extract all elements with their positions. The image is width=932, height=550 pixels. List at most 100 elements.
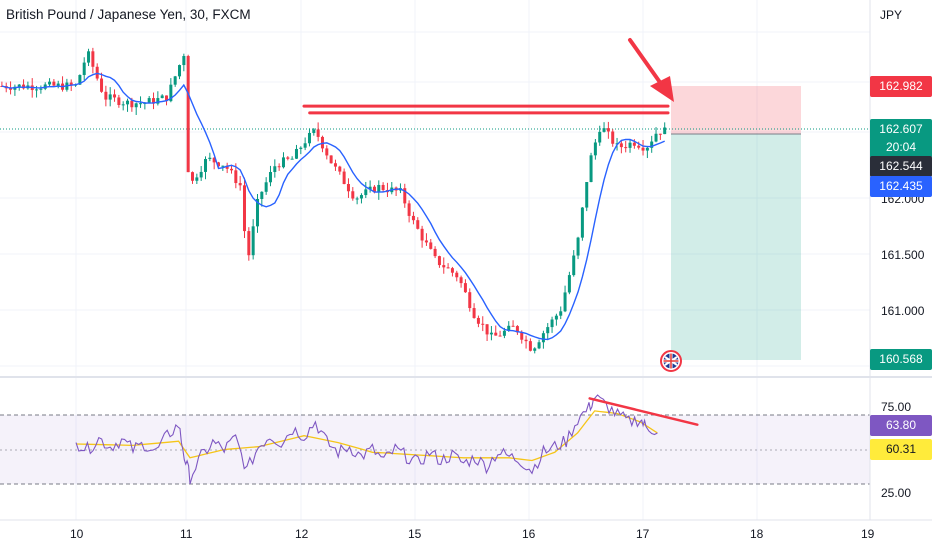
candle-body <box>221 165 225 167</box>
candle-body <box>69 82 73 86</box>
candle-body <box>48 81 52 85</box>
candle-body <box>494 332 498 336</box>
candle-body <box>450 268 454 273</box>
candle-body <box>437 256 441 266</box>
rsi-line <box>75 394 658 485</box>
rsi-value-tag: 63.80 <box>870 415 932 436</box>
rsi-tick: 25.00 <box>881 486 912 500</box>
candle-body <box>585 182 589 208</box>
candle-body <box>611 131 615 144</box>
candle-body <box>459 277 463 284</box>
candle-body <box>554 315 558 320</box>
time-label: 16 <box>522 527 536 541</box>
candle-body <box>342 171 346 185</box>
candle-body <box>338 166 342 172</box>
candle-body <box>199 171 203 178</box>
candle-body <box>217 162 220 167</box>
candle-body <box>333 163 337 167</box>
candle-body <box>511 325 515 327</box>
candle-body <box>658 133 662 135</box>
candle-body <box>108 94 112 100</box>
candle-body <box>303 143 307 148</box>
candle-body <box>325 148 329 156</box>
candle-body <box>567 275 571 293</box>
time-label: 18 <box>750 527 764 541</box>
candle-body <box>381 184 385 191</box>
time-label: 19 <box>861 527 875 541</box>
price-series-layer <box>0 47 667 354</box>
price-tick: 161.000 <box>881 304 925 318</box>
candle-body <box>641 147 645 151</box>
candle-body <box>91 51 95 67</box>
candle-body <box>455 272 459 278</box>
candle-body <box>619 143 623 148</box>
ma-line <box>1 72 665 341</box>
chart-title[interactable]: British Pound / Japanese Yen, 30, FXCM <box>6 7 251 22</box>
rsi-ma-line <box>75 410 658 462</box>
candle-body <box>277 166 281 168</box>
annotation-arrow[interactable] <box>628 38 674 102</box>
candle-body <box>429 242 433 249</box>
candle-body <box>182 56 186 66</box>
candle-body <box>78 75 82 85</box>
candle-body <box>524 339 528 342</box>
candle-body <box>35 89 39 91</box>
rsi-tick: 75.00 <box>881 400 912 414</box>
candle-body <box>195 177 199 181</box>
currency-label[interactable]: JPY <box>880 8 903 22</box>
candle-body <box>528 341 532 351</box>
candle-body <box>299 147 303 149</box>
candle-body <box>420 228 424 241</box>
candle-body <box>355 198 359 200</box>
entry-price-tag: 162.435 <box>870 176 932 197</box>
candle-body <box>9 88 13 90</box>
candle-body <box>117 97 121 105</box>
candle-body <box>286 157 290 159</box>
candle-body <box>160 95 164 99</box>
candle-body <box>229 168 233 171</box>
time-label: 10 <box>70 527 84 541</box>
take-profit-price-tag: 160.568 <box>870 349 932 370</box>
candle-body <box>273 166 277 173</box>
candle-body <box>247 231 251 256</box>
ma-value-tag: 162.544 <box>870 156 932 177</box>
candle-body <box>502 330 506 336</box>
candle-body <box>637 145 641 148</box>
candle-body <box>22 84 26 89</box>
candle-body <box>533 348 537 351</box>
candle-body <box>346 184 350 192</box>
candle-body <box>589 155 593 183</box>
candle-body <box>212 157 216 163</box>
candle-body <box>191 172 195 181</box>
stop-loss-zone[interactable] <box>671 86 801 134</box>
stop-loss-price-tag: 162.982 <box>870 76 932 97</box>
candle-body <box>541 333 545 343</box>
candle-body <box>156 98 160 104</box>
candle-body <box>225 165 229 169</box>
time-label: 17 <box>636 527 650 541</box>
time-grid <box>75 0 758 520</box>
candle-body <box>550 319 554 328</box>
candle-body <box>126 100 130 105</box>
candle-body <box>489 332 493 335</box>
candle-body <box>442 265 446 268</box>
candle-body <box>113 94 117 98</box>
candle-body <box>507 325 511 331</box>
candle-body <box>294 148 298 159</box>
uk-flag-icon[interactable] <box>660 350 682 372</box>
time-label: 15 <box>408 527 422 541</box>
candle-body <box>139 103 143 105</box>
candle-body <box>329 155 333 164</box>
take-profit-zone[interactable] <box>671 134 801 360</box>
candle-body <box>147 98 151 103</box>
candle-body <box>472 308 476 318</box>
candle-body <box>56 83 60 86</box>
candle-body <box>260 191 264 199</box>
candle-body <box>372 186 376 193</box>
candle-body <box>563 292 567 312</box>
candle-body <box>208 157 212 160</box>
candle-body <box>654 133 658 142</box>
candle-body <box>87 51 91 63</box>
candle-body <box>178 65 182 77</box>
